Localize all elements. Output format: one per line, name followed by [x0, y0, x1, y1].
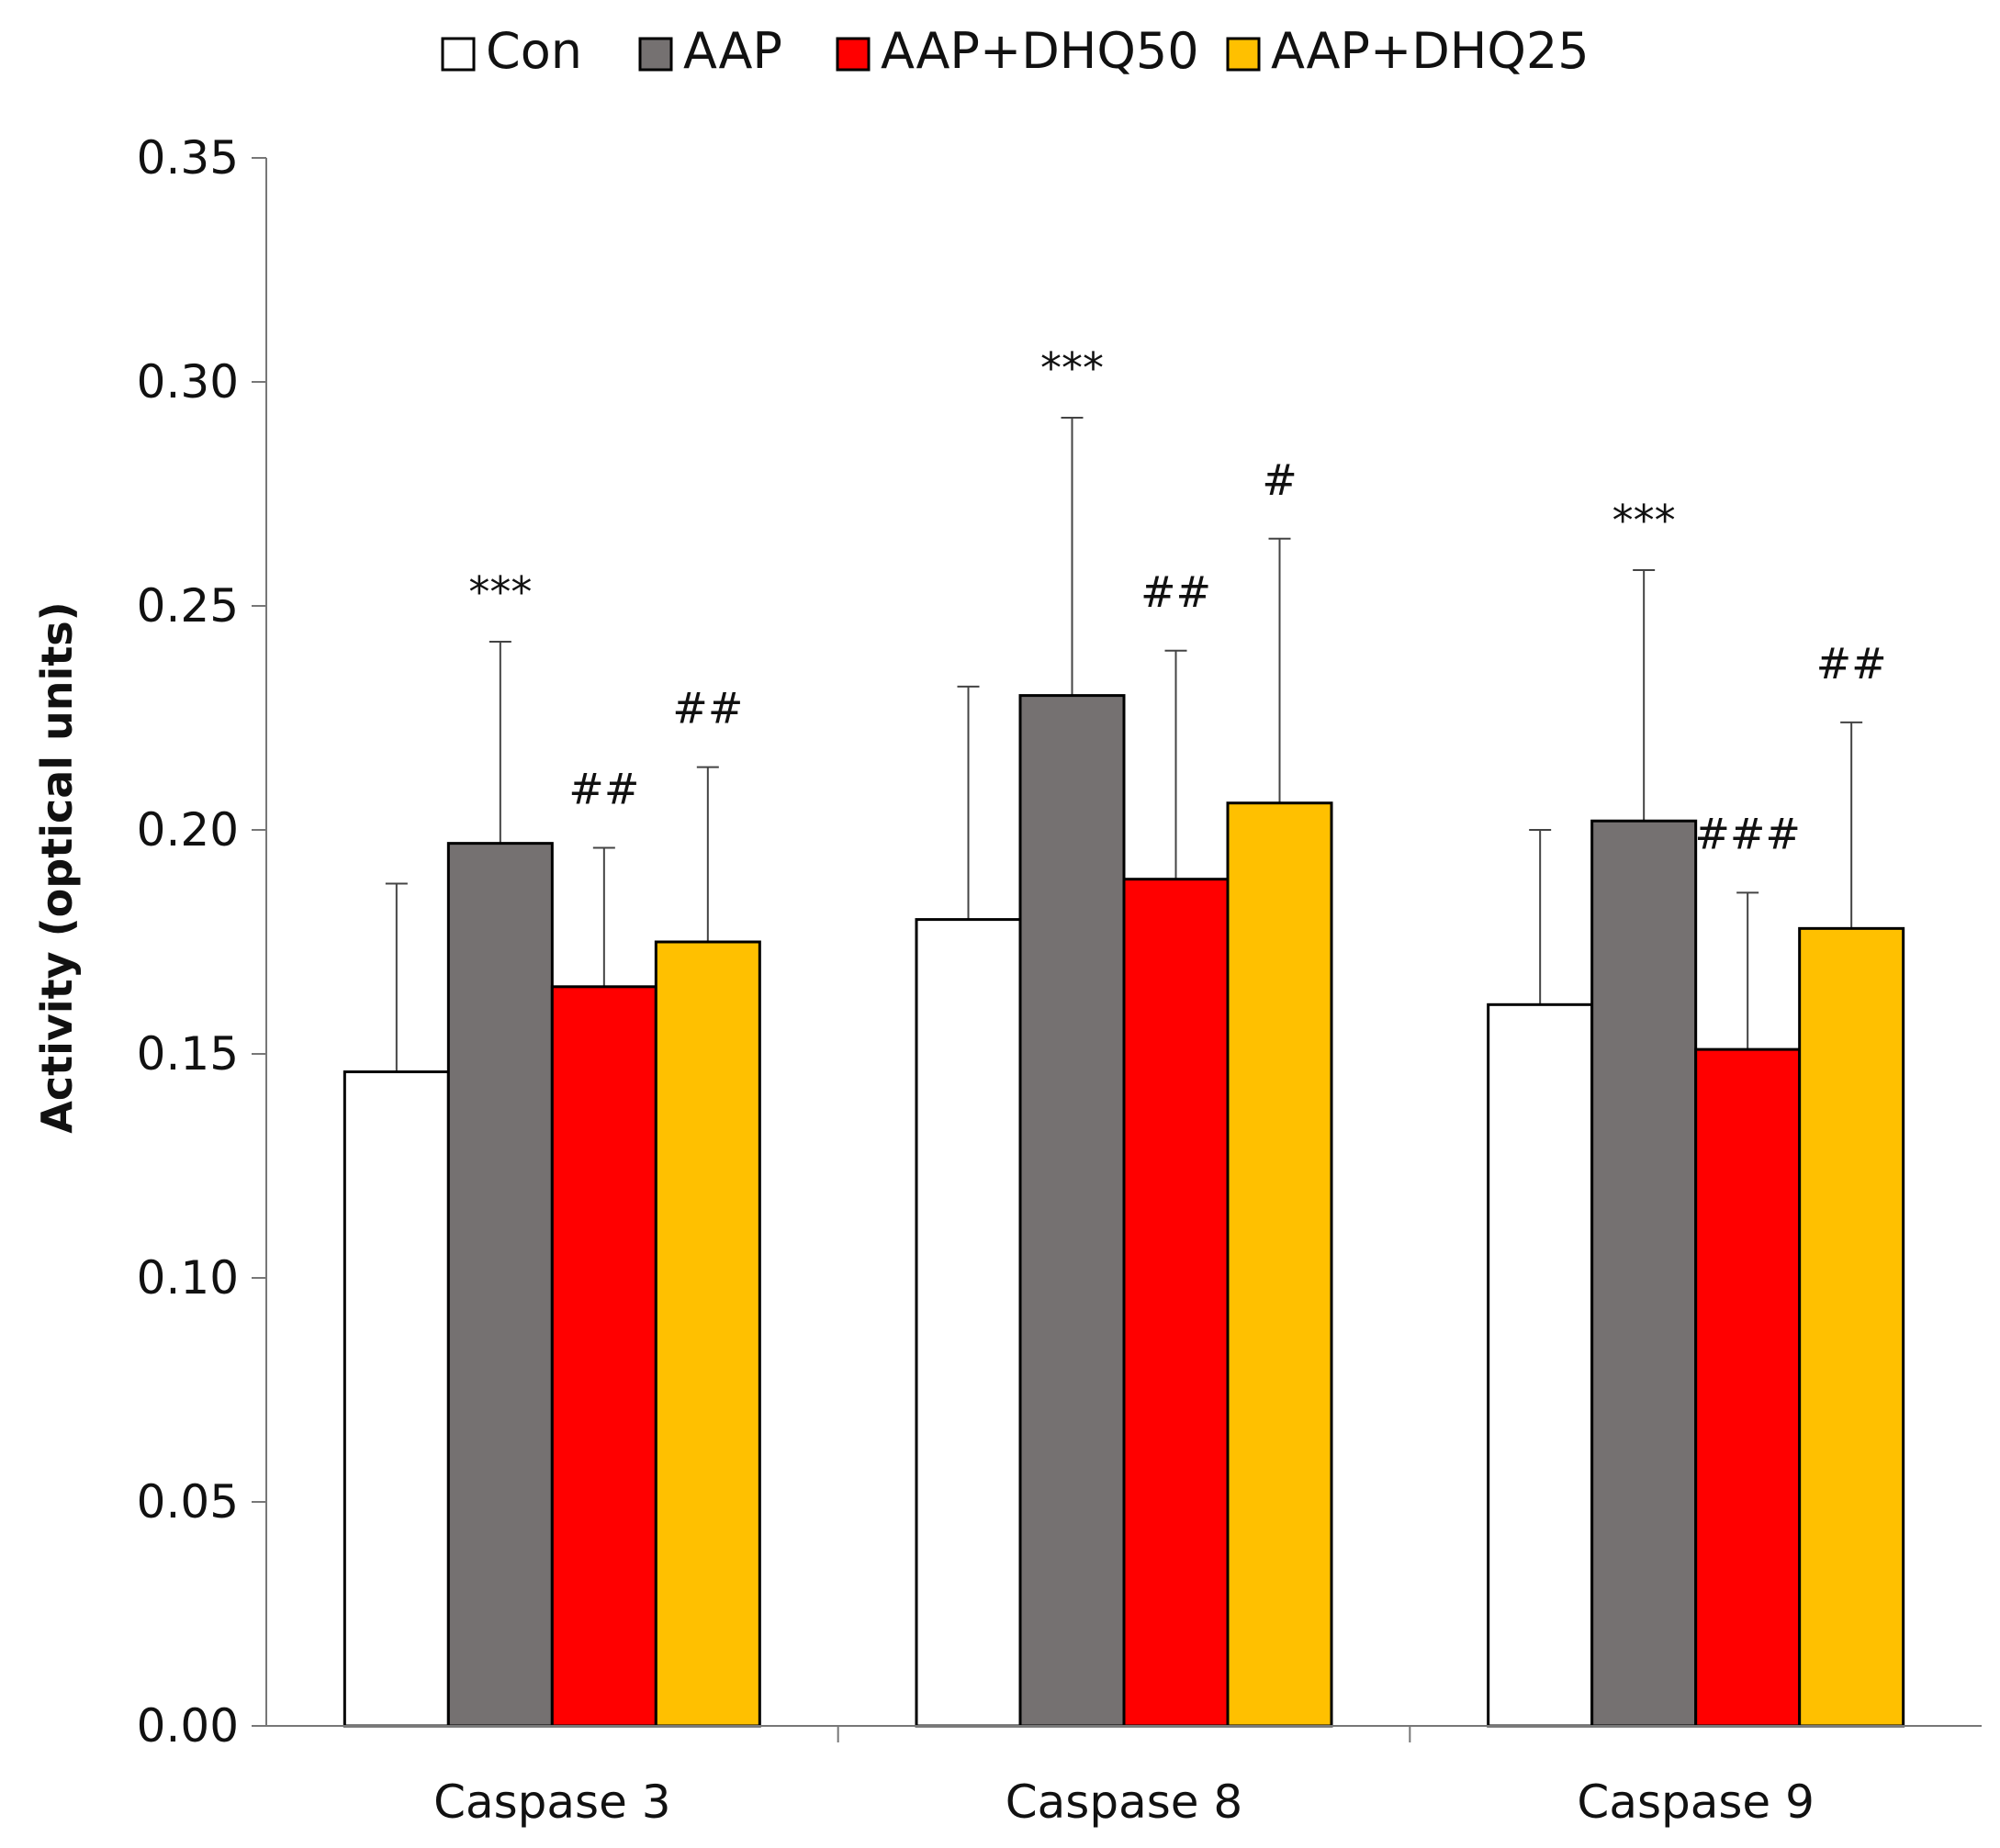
y-tick-label: 0.00 — [137, 1699, 239, 1753]
x-category-label: Caspase 3 — [433, 1775, 671, 1829]
significance-mark: ## — [1140, 567, 1211, 617]
bar — [1694, 1047, 1802, 1728]
y-tick-label: 0.20 — [137, 803, 239, 857]
significance-mark: *** — [468, 567, 532, 617]
legend-swatch — [638, 37, 673, 72]
significance-mark: # — [1262, 455, 1298, 505]
significance-mark: ## — [672, 684, 743, 734]
x-category-label: Caspase 9 — [1577, 1775, 1815, 1829]
bar — [1122, 878, 1230, 1728]
y-axis-label: Activity (optical units) — [32, 601, 82, 1133]
significance-mark: *** — [1040, 343, 1104, 393]
bar — [1798, 926, 1905, 1728]
y-tick-label: 0.35 — [137, 131, 239, 185]
legend-label: AAP — [683, 22, 782, 80]
significance-mark: ## — [568, 765, 639, 814]
significance-marks: ***####***###***##### — [468, 343, 1886, 858]
y-tick-label: 0.05 — [137, 1475, 239, 1529]
x-category-label: Caspase 8 — [1006, 1775, 1243, 1829]
y-tick-label: 0.25 — [137, 579, 239, 633]
y-axis: 0.00 0.05 0.10 0.15 0.20 0.25 0.30 0.35 — [137, 131, 267, 1753]
y-tick-label: 0.15 — [137, 1027, 239, 1081]
legend-swatch — [836, 37, 871, 72]
legend-label: AAP+DHQ25 — [1271, 22, 1590, 80]
bars — [343, 694, 1905, 1728]
bar — [1590, 819, 1698, 1728]
x-axis: Caspase 3 Caspase 8 Caspase 9 — [266, 1725, 1982, 1829]
significance-mark: ### — [1694, 809, 1801, 858]
bar — [446, 842, 554, 1728]
legend-label: AAP+DHQ50 — [881, 22, 1199, 80]
bar — [915, 918, 1022, 1728]
error-bars — [385, 417, 1863, 1072]
legend-swatch — [1226, 37, 1261, 72]
bar — [654, 940, 761, 1728]
legend: Con AAP AAP+DHQ50 AAP+DHQ25 — [441, 22, 1590, 80]
legend-label: Con — [486, 22, 582, 80]
bar — [1226, 801, 1333, 1728]
y-tick-label: 0.10 — [137, 1251, 239, 1305]
significance-mark: *** — [1612, 496, 1676, 545]
bar — [343, 1070, 450, 1728]
bar — [1018, 694, 1126, 1728]
legend-swatch — [441, 37, 476, 72]
bar — [550, 985, 657, 1728]
bar — [1487, 1002, 1594, 1728]
significance-mark: ## — [1816, 639, 1887, 689]
y-tick-label: 0.30 — [137, 355, 239, 409]
